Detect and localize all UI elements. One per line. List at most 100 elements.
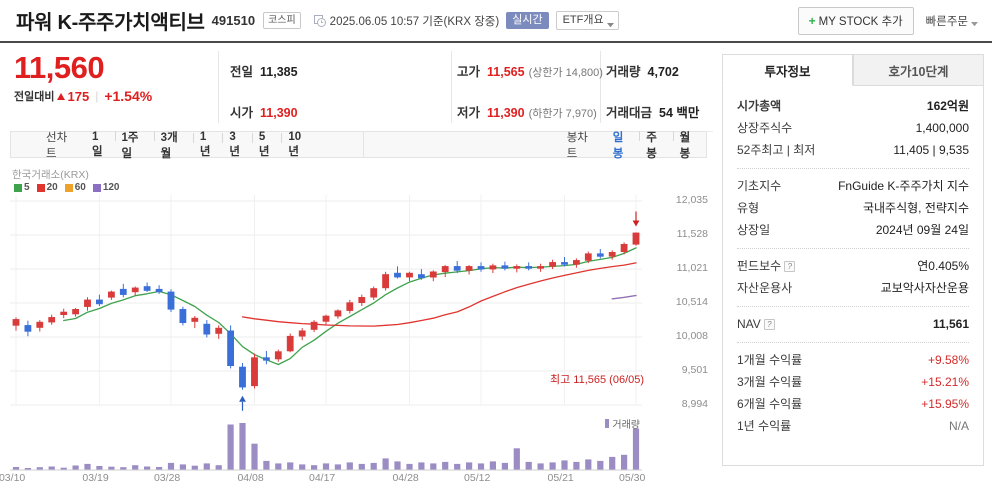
info-row-value: N/A <box>948 419 969 433</box>
info-row-key: 기초지수 <box>737 179 782 193</box>
change-percent: +1.54% <box>104 88 153 104</box>
stat-low: 저가 11,390 (하한가 7,970) <box>457 102 597 121</box>
volume-bar <box>24 468 31 470</box>
x-axis-tick: 05/21 <box>547 472 574 484</box>
realtime-badge: 실시간 <box>506 12 549 29</box>
volume-bar <box>144 466 151 470</box>
market-badge: 코스피 <box>263 12 301 29</box>
help-icon[interactable]: ? <box>763 319 775 330</box>
candlestick <box>513 264 521 273</box>
add-my-stock-button[interactable]: + MY STOCK 추가 <box>797 6 914 35</box>
stat-key: 전일 <box>230 65 254 79</box>
candlestick <box>549 259 556 270</box>
info-row-value: +9.58% <box>927 353 969 367</box>
ma60-label: 60 <box>74 182 86 193</box>
volume-bar <box>263 460 270 470</box>
candlestick <box>596 249 604 259</box>
price-change-row: 전일대비 175 | +1.54% <box>14 88 214 104</box>
stock-code: 491510 <box>211 13 256 28</box>
tab-investment-info[interactable]: 투자정보 <box>722 54 853 86</box>
info-row-key: 1개월 수익률 <box>737 353 803 367</box>
y-axis-tick: 11,528 <box>676 228 708 240</box>
candlestick <box>406 271 413 282</box>
info-row-value: +15.95% <box>921 397 969 411</box>
chart-source-label: 한국거래소(KRX) <box>12 169 89 181</box>
volume-bar <box>382 458 389 470</box>
tab-weekly-candle[interactable]: 주봉 <box>639 129 672 161</box>
candlestick <box>346 299 354 314</box>
info-row-value: 1,400,000 <box>915 121 969 135</box>
volume-bar <box>156 467 163 470</box>
chart-period-tabbar: 선차트 1일 1주일 3개월 1년 3년 5년 10년 봉차트 일봉 주봉 월봉 <box>10 129 707 161</box>
ma-legend-item-60: 60 <box>64 182 86 193</box>
volume-bar <box>179 464 186 470</box>
candlestick <box>108 290 115 300</box>
volume-bar <box>442 461 449 470</box>
candlestick <box>72 308 79 317</box>
quick-order-dropdown[interactable]: 빠른주문 <box>926 13 978 29</box>
volume-bar <box>191 465 198 470</box>
volume-bar <box>60 467 67 470</box>
candlestick <box>131 286 139 296</box>
tab-3y[interactable]: 3년 <box>222 131 252 159</box>
volume-bar <box>120 467 127 470</box>
ma-legend-item-20: 20 <box>36 182 58 193</box>
info-row-key: 52주최고 | 최저 <box>737 143 816 157</box>
timestamp-group: 2025.06.05 10:57 기준(KRX 장중) <box>313 13 499 29</box>
candlestick <box>298 328 306 341</box>
ma120-line <box>611 294 637 300</box>
tab-5y[interactable]: 5년 <box>251 131 282 159</box>
volume-bar <box>108 466 115 470</box>
candlestick <box>417 269 425 280</box>
info-row: 펀드보수? 연0.405% <box>737 255 969 277</box>
etf-overview-dropdown[interactable]: ETF개요 <box>555 11 619 32</box>
candlestick <box>12 317 20 331</box>
info-row: 시가총액 162억원 <box>737 95 969 117</box>
chart-canvas[interactable] <box>8 165 714 490</box>
tab-3m[interactable]: 3개월 <box>153 129 193 161</box>
tab-daily-candle[interactable]: 일봉 <box>612 131 624 160</box>
tab-10y[interactable]: 10년 <box>281 131 316 159</box>
volume-bar <box>621 454 628 470</box>
candlestick <box>119 283 127 298</box>
volume-bar <box>12 467 20 470</box>
x-axis-tick: 04/28 <box>392 472 419 484</box>
candlestick <box>477 262 485 272</box>
add-my-stock-label: MY STOCK 추가 <box>818 15 903 28</box>
tab-1y[interactable]: 1년 <box>192 131 223 159</box>
chevron-down-icon <box>606 19 614 32</box>
volume-bar <box>358 463 365 470</box>
info-row-key: 상장일 <box>737 223 771 237</box>
tab-1d[interactable]: 1일 <box>91 130 103 158</box>
price-summary: 11,560 전일대비 175 | +1.54% 전일 11,385 고가 11… <box>0 45 713 132</box>
help-icon[interactable]: ? <box>784 261 796 272</box>
volume-legend: 거래량 <box>605 416 640 431</box>
stat-value: 11,390 <box>260 106 298 120</box>
page-header: 파워 K-주주가치액티브 491510 코스피 2025.06.05 10:57… <box>0 0 992 43</box>
x-axis-tick: 05/12 <box>464 472 491 484</box>
volume-bar <box>203 463 210 470</box>
divider: | <box>95 89 99 103</box>
tab-monthly-candle[interactable]: 월봉 <box>672 129 706 161</box>
volume-bar <box>227 424 234 470</box>
section-divider <box>737 342 969 343</box>
volume-bar <box>132 465 139 470</box>
info-row: 기초지수 FnGuide K-주주가치 지수 <box>737 175 969 197</box>
volume-bar <box>48 466 55 470</box>
info-row: 상장주식수 1,400,000 <box>737 117 969 139</box>
candlestick <box>167 289 175 312</box>
volume-swatch <box>605 419 610 428</box>
info-row: 상장일 2024년 09월 24일 <box>737 219 969 241</box>
candlestick <box>155 285 163 294</box>
candlestick <box>537 263 544 272</box>
ma5-label: 5 <box>24 182 30 193</box>
x-axis-tick: 03/28 <box>153 472 181 484</box>
volume-bar <box>96 466 103 470</box>
y-axis-tick: 9,501 <box>681 363 708 376</box>
price-chart[interactable]: 한국거래소(KRX) 5 20 60 120 최고 11,565 (06/05)… <box>0 165 714 490</box>
tab-1w[interactable]: 1주일 <box>114 129 154 161</box>
volume-bar <box>394 461 401 470</box>
stat-key: 거래량 <box>606 65 641 79</box>
tabbar-divider <box>363 132 364 157</box>
tab-orderbook-10[interactable]: 호가10단계 <box>853 54 984 86</box>
